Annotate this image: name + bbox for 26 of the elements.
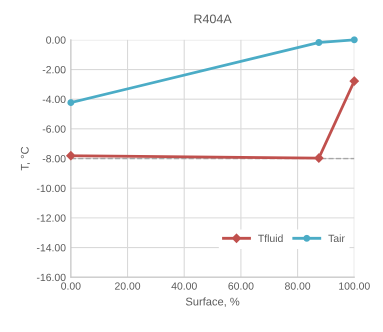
y-tick-label: -6.00 — [42, 125, 66, 133]
point — [350, 36, 358, 44]
legend-label: Tair — [328, 234, 345, 242]
chart-title: R404A — [194, 14, 232, 24]
x-tick-label: 80.00 — [285, 282, 310, 290]
x-tick-label: 60.00 — [228, 282, 254, 290]
y-tick-label: -2.00 — [42, 66, 66, 74]
point — [67, 99, 74, 106]
y-tick-label: -8.00 — [42, 155, 66, 162]
point — [315, 39, 322, 46]
point — [314, 153, 324, 163]
x-tick-label: 20.00 — [115, 282, 140, 290]
point — [350, 76, 359, 86]
x-tick-label: 40.00 — [171, 282, 197, 290]
x-axis-title: Surface, % — [186, 297, 240, 307]
point — [66, 151, 76, 160]
x-tick-label: 100.00 — [339, 282, 370, 290]
legend-label: Tfluid — [258, 234, 283, 242]
y-tick-label: 0.00 — [46, 36, 66, 44]
x-tick-label: 0.00 — [61, 282, 81, 290]
y-tick-label: -10.00 — [36, 184, 66, 192]
y-axis-title: T, °C — [20, 146, 30, 170]
y-tick-label: -4.00 — [42, 96, 66, 104]
y-tick-label: -14.00 — [36, 244, 66, 252]
y-tick-label: -16.00 — [36, 274, 66, 282]
y-tick-label: -12.00 — [36, 214, 66, 222]
